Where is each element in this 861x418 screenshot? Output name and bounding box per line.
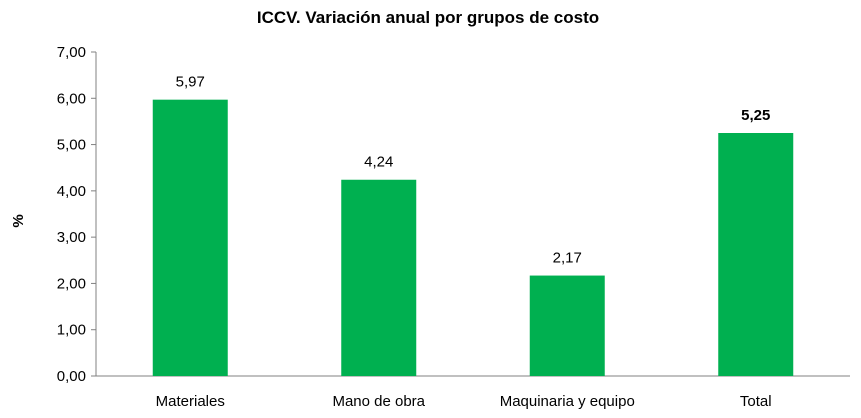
y-tick-label: 4,00	[57, 183, 86, 200]
data-label: 4,24	[364, 154, 393, 171]
y-tick-label: 5,00	[57, 137, 86, 154]
bar	[341, 179, 417, 376]
x-tick-label: Total	[740, 393, 772, 410]
data-label: 2,17	[553, 250, 582, 267]
data-label: 5,25	[741, 107, 770, 124]
y-tick-label: 1,00	[57, 322, 86, 339]
x-tick-label: Maquinaria y equipo	[500, 393, 635, 410]
bar	[529, 275, 605, 376]
y-tick-label: 2,00	[57, 275, 86, 292]
y-tick-label: 3,00	[57, 229, 86, 246]
y-tick-label: 7,00	[57, 44, 86, 61]
data-label: 5,97	[176, 74, 205, 91]
x-tick-label: Materiales	[156, 393, 225, 410]
bar	[152, 99, 228, 376]
bar	[718, 133, 794, 376]
plot-area: 0,00 1,00 2,00 3,00 4,00 5,00 6,00 7,00 5,97 Mate…	[57, 44, 850, 410]
x-tick-label: Mano de obra	[332, 393, 425, 410]
chart-title: ICCV. Variación anual por grupos de cost…	[257, 8, 599, 27]
y-axis-label: %	[10, 214, 27, 227]
y-tick-label: 0,00	[57, 368, 86, 385]
y-tick-label: 6,00	[57, 90, 86, 107]
